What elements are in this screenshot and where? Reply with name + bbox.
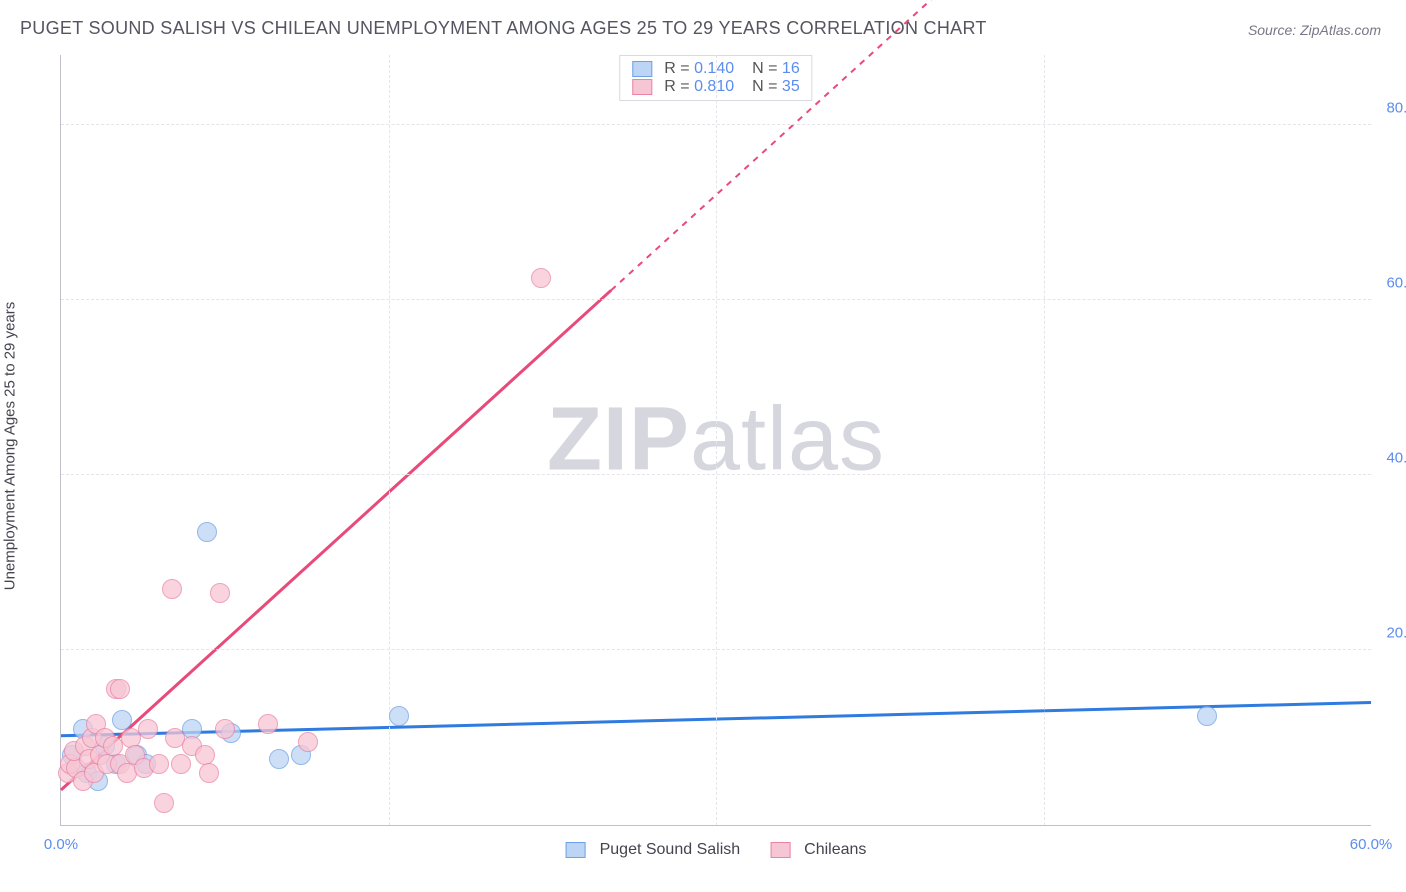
legend-swatch — [566, 842, 586, 858]
y-axis-label: Unemployment Among Ages 25 to 29 years — [2, 302, 19, 591]
chart-title: PUGET SOUND SALISH VS CHILEAN UNEMPLOYME… — [20, 18, 987, 39]
x-tick-label: 0.0% — [44, 836, 78, 853]
data-point-salish — [389, 706, 409, 726]
data-point-chilean — [298, 732, 318, 752]
data-point-chilean — [149, 754, 169, 774]
data-point-salish — [1197, 706, 1217, 726]
data-point-chilean — [199, 763, 219, 783]
legend-swatch — [632, 61, 652, 77]
legend-series: Puget Sound Salish Chileans — [566, 841, 867, 859]
legend-item-chilean: Chileans — [770, 841, 866, 859]
legend-swatch — [770, 842, 790, 858]
y-tick-label: 40.0% — [1386, 450, 1406, 467]
data-point-chilean — [258, 714, 278, 734]
legend-label: Puget Sound Salish — [600, 841, 741, 859]
plot-area: ZIPatlas R = 0.140N = 16R = 0.810N = 35 … — [60, 55, 1371, 826]
data-point-chilean — [162, 579, 182, 599]
y-tick-label: 60.0% — [1386, 275, 1406, 292]
gridline-v — [389, 55, 390, 825]
x-tick-label: 60.0% — [1350, 836, 1393, 853]
y-tick-label: 20.0% — [1386, 625, 1406, 642]
source-attribution: Source: ZipAtlas.com — [1248, 22, 1381, 38]
legend-label: Chileans — [804, 841, 866, 859]
data-point-chilean — [210, 583, 230, 603]
data-point-chilean — [138, 719, 158, 739]
gridline-v — [716, 55, 717, 825]
data-point-chilean — [110, 679, 130, 699]
y-tick-label: 80.0% — [1386, 100, 1406, 117]
data-point-salish — [197, 522, 217, 542]
data-point-chilean — [215, 719, 235, 739]
data-point-chilean — [171, 754, 191, 774]
data-point-salish — [269, 749, 289, 769]
data-point-chilean — [531, 268, 551, 288]
trend-line — [611, 0, 1371, 290]
gridline-v — [1044, 55, 1045, 825]
data-point-chilean — [154, 793, 174, 813]
legend-swatch — [632, 79, 652, 95]
trend-line — [61, 290, 611, 790]
legend-item-salish: Puget Sound Salish — [566, 841, 741, 859]
